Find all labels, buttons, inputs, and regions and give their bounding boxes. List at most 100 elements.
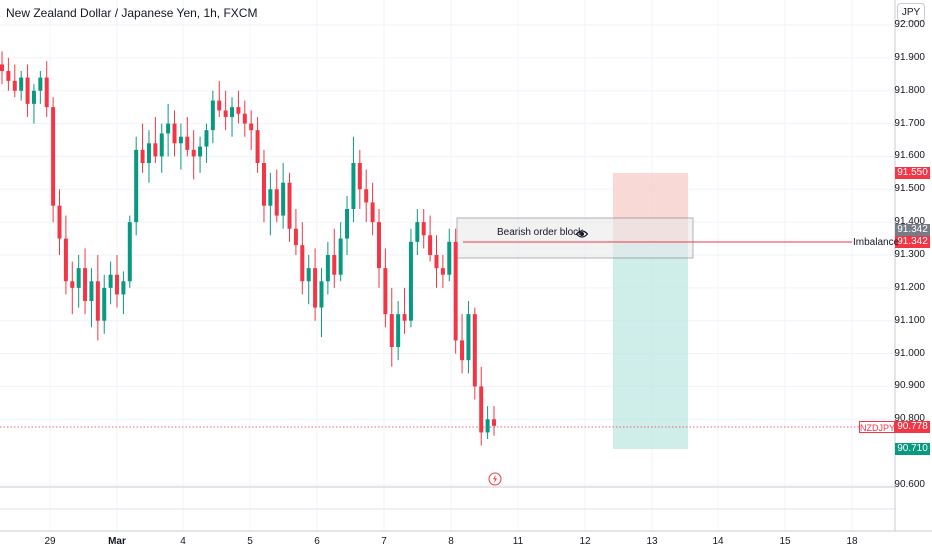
time-tick: 12 [579, 536, 591, 547]
price-tick: 90.900 [894, 380, 925, 392]
currency-button[interactable]: JPY [897, 3, 925, 22]
candle [76, 255, 81, 308]
candle [466, 301, 471, 374]
candle [281, 163, 286, 229]
candle [38, 71, 43, 104]
candle [408, 228, 413, 328]
candle [447, 228, 452, 282]
order-block-zone[interactable] [456, 217, 694, 259]
candle [396, 301, 401, 361]
stop-zone[interactable] [613, 242, 688, 449]
candle [492, 406, 496, 436]
time-tick: 13 [646, 536, 658, 547]
chart-grid [0, 0, 895, 531]
candle [102, 274, 107, 334]
candle [300, 222, 305, 295]
candle [402, 287, 407, 334]
candle [242, 100, 247, 137]
candle [159, 123, 164, 173]
candle [89, 268, 94, 328]
candle [25, 64, 30, 117]
candle [6, 57, 11, 91]
candle [332, 228, 337, 288]
candle [440, 255, 445, 288]
candle [57, 189, 62, 255]
candle [198, 136, 203, 173]
candle [153, 117, 158, 163]
price-tick: 91.700 [894, 117, 925, 129]
candle [121, 271, 126, 315]
time-tick: 11 [512, 536, 524, 547]
order-block-price-badge: 91.342 [895, 224, 930, 236]
candle [0, 51, 4, 85]
order-block-label[interactable]: Bearish order block [497, 227, 584, 238]
candle [51, 97, 56, 223]
candle [236, 90, 241, 124]
imbalance-price-badge: 91.342 [895, 236, 930, 248]
candle [313, 248, 318, 321]
price-tick: 91.200 [894, 281, 925, 293]
candle [19, 71, 24, 101]
candle [115, 255, 120, 308]
time-tick: 8 [448, 536, 454, 547]
time-tick: 5 [247, 536, 253, 547]
candle [166, 103, 171, 157]
current-price-badge: 90.778 [895, 421, 930, 433]
candle [178, 123, 183, 170]
price-tick: 91.600 [894, 150, 925, 162]
candle [249, 110, 254, 150]
candle [357, 149, 362, 209]
price-tick: 91.100 [894, 314, 925, 326]
time-tick: 6 [314, 536, 320, 547]
candle [364, 169, 369, 223]
time-tick: 29 [44, 536, 56, 547]
candle [306, 255, 311, 305]
candle [210, 90, 215, 144]
chart-title: New Zealand Dollar / Japanese Yen, 1h, F… [6, 6, 258, 20]
flash-icon[interactable] [488, 472, 502, 491]
candle [108, 261, 113, 305]
time-tick: 15 [779, 536, 791, 547]
candle [44, 61, 49, 117]
time-tick: 7 [381, 536, 387, 547]
candle [428, 215, 433, 262]
price-tick: 90.600 [894, 479, 925, 490]
candle [434, 235, 439, 288]
candle [421, 209, 426, 249]
candle [146, 130, 151, 183]
candles [0, 51, 496, 446]
candle [83, 248, 88, 315]
time-tick: 18 [846, 536, 858, 547]
price-tick: 91.400 [894, 216, 925, 228]
price-tick: 92.000 [894, 19, 925, 30]
candle [325, 241, 330, 295]
candle [12, 64, 17, 98]
candle [172, 110, 177, 157]
symbol-label: NZDJPY [859, 421, 896, 433]
target-price-badge: 91.550 [895, 167, 930, 179]
price-tick: 91.500 [894, 183, 925, 195]
stop-price-badge: 90.710 [895, 443, 930, 455]
candle [485, 406, 490, 439]
candle [389, 287, 394, 367]
candle [293, 209, 298, 255]
price-tick: 90.800 [894, 413, 925, 425]
candle [268, 172, 273, 236]
candle [261, 149, 266, 223]
time-tick: 14 [712, 536, 724, 547]
candle [134, 136, 139, 236]
candle [460, 314, 465, 374]
candle [63, 215, 68, 295]
candle [217, 80, 222, 117]
candle [453, 228, 458, 354]
candle [319, 268, 324, 338]
candle [376, 209, 381, 288]
price-tick: 91.300 [894, 249, 925, 260]
time-tick: 4 [180, 536, 186, 547]
candle [70, 261, 75, 315]
price-tick: 91.000 [894, 347, 925, 359]
imbalance-label[interactable]: Imbalance [853, 237, 900, 248]
eye-icon[interactable] [575, 226, 589, 244]
candle [191, 130, 196, 180]
